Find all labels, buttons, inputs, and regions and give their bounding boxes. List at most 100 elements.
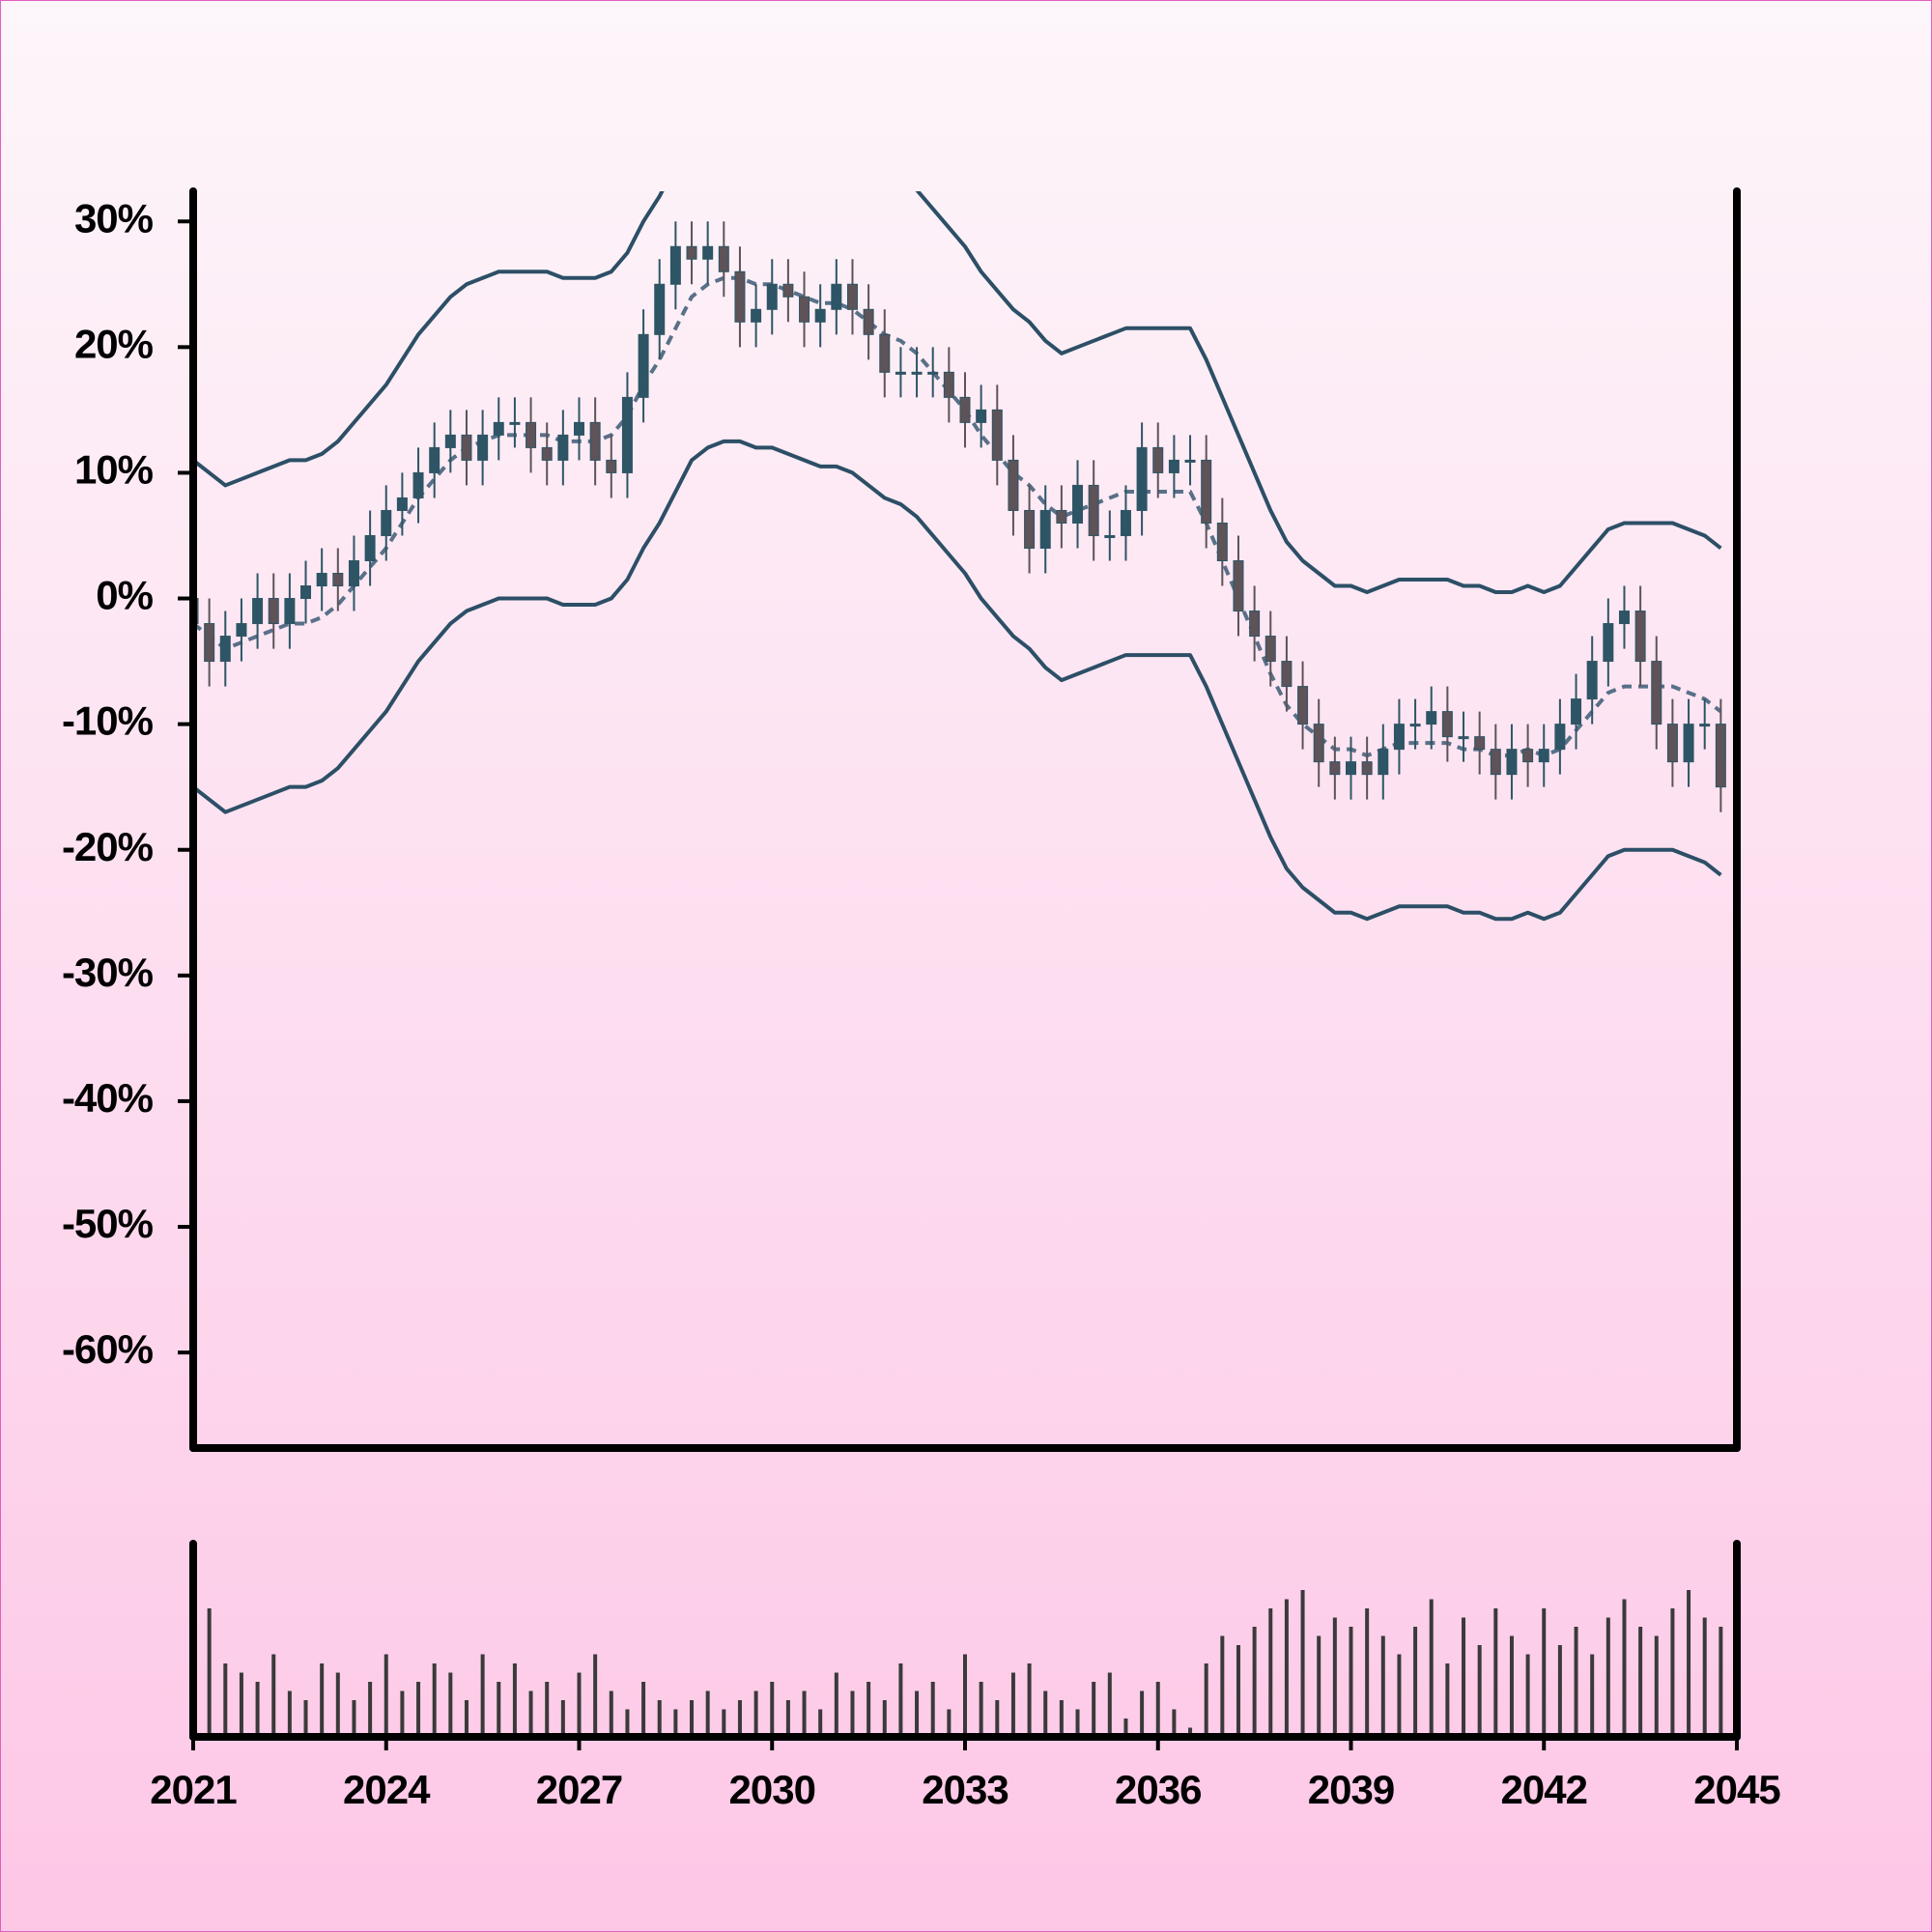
y-tick-label: -20% (62, 824, 154, 869)
volume-bar (1155, 1682, 1160, 1737)
candle-body (976, 409, 987, 423)
candle-body (879, 333, 891, 373)
volume-bar (1380, 1635, 1385, 1737)
candle-body (444, 434, 456, 448)
volume-bar (335, 1672, 340, 1737)
volume-bar (352, 1700, 356, 1737)
volume-bar (368, 1682, 373, 1737)
candle-body (782, 283, 794, 298)
candle-body (718, 245, 729, 272)
x-tick-label: 2042 (1501, 1767, 1587, 1812)
volume-bar (480, 1654, 485, 1737)
candle-body (219, 636, 231, 663)
middle-band (193, 275, 1722, 758)
candle-body (863, 308, 874, 335)
volume-bar (850, 1690, 855, 1737)
x-tick-label: 2033 (922, 1767, 1008, 1812)
candle-body (477, 434, 489, 461)
axes: -60% -50% -40% -30% -20% -10% 0% 10% 20% 30% 2021 2… (62, 187, 1781, 1812)
volume-bar (497, 1682, 501, 1737)
candle-body (1426, 711, 1437, 725)
candle-body (1249, 611, 1261, 638)
candle-body (541, 446, 553, 461)
volume-bar (722, 1709, 726, 1737)
candle-body (702, 245, 714, 260)
candle-body (1634, 611, 1646, 663)
volume-bar (593, 1654, 598, 1737)
volume-bar (802, 1690, 807, 1737)
volume-bar (1365, 1608, 1370, 1737)
candle-body (1136, 446, 1148, 511)
volume-bar (1092, 1682, 1096, 1737)
volume-bar (1654, 1635, 1659, 1737)
volume-bar (528, 1690, 533, 1737)
volume-bar (1397, 1654, 1402, 1737)
candle-body (766, 283, 778, 310)
candle-body (1458, 736, 1469, 740)
volume-bar (1027, 1663, 1032, 1737)
volume-bar (609, 1690, 613, 1737)
candle-body (429, 446, 440, 473)
candle-body (1651, 661, 1662, 725)
candle-body (493, 421, 504, 436)
x-tick-label: 2027 (536, 1767, 622, 1812)
candle-body (751, 308, 762, 323)
candle-body (1715, 724, 1726, 788)
candle-body (1056, 509, 1067, 524)
candle-body (654, 283, 666, 335)
y-tick-label: 10% (74, 447, 154, 493)
volume-bar (1445, 1663, 1450, 1737)
x-tick-label: 2045 (1693, 1767, 1780, 1812)
candle-body (1538, 749, 1549, 763)
volume-bar (1509, 1635, 1514, 1737)
volume-bar (1557, 1645, 1562, 1737)
volume-bar (239, 1672, 243, 1737)
candle-body (1666, 724, 1678, 763)
volume-bar (915, 1690, 920, 1737)
volume-bar (577, 1672, 582, 1737)
candle-body (557, 434, 569, 461)
volume-bar (963, 1654, 967, 1737)
x-tick-label: 2039 (1308, 1767, 1394, 1812)
candle-body (1072, 484, 1084, 524)
candle-body (927, 371, 939, 375)
lower-band (193, 439, 1722, 922)
candle-body (509, 421, 521, 425)
volume-bar (560, 1700, 565, 1737)
candle-body (734, 270, 746, 323)
candle-body (1233, 559, 1244, 612)
candle-body (943, 371, 954, 398)
candle-body (461, 434, 472, 461)
volume-bar (1043, 1690, 1048, 1737)
candle-body (1441, 711, 1453, 738)
candle-body (1088, 484, 1099, 536)
candle-body (1378, 749, 1389, 776)
candle-body (1024, 509, 1036, 549)
volume-bar (1236, 1645, 1240, 1737)
y-tick-label: -10% (62, 698, 154, 744)
y-tick-label: -40% (62, 1075, 154, 1121)
candle-body (1522, 749, 1534, 763)
candle-body (316, 573, 327, 587)
volume-bar (464, 1700, 469, 1737)
volume-bar (400, 1690, 405, 1737)
candle-body (621, 396, 633, 473)
volume-bar (1719, 1627, 1723, 1737)
candle-body (895, 371, 906, 375)
candle-body (589, 421, 601, 461)
candle-body (1297, 686, 1309, 725)
candle-body (1683, 724, 1694, 763)
candle-body (396, 497, 408, 511)
volume-bar (770, 1682, 775, 1737)
volume-bar (223, 1663, 228, 1737)
volume-bar (898, 1663, 903, 1737)
volume-bar (1477, 1645, 1482, 1737)
volume-bar (271, 1654, 276, 1737)
x-tick-label: 2036 (1115, 1767, 1201, 1812)
candle-body (1506, 749, 1518, 776)
volume-bar (287, 1690, 292, 1737)
volume-bar (1284, 1599, 1289, 1737)
y-tick-label: 30% (74, 195, 154, 241)
volume-bar (1702, 1617, 1707, 1737)
x-tick-label: 2021 (150, 1767, 237, 1812)
